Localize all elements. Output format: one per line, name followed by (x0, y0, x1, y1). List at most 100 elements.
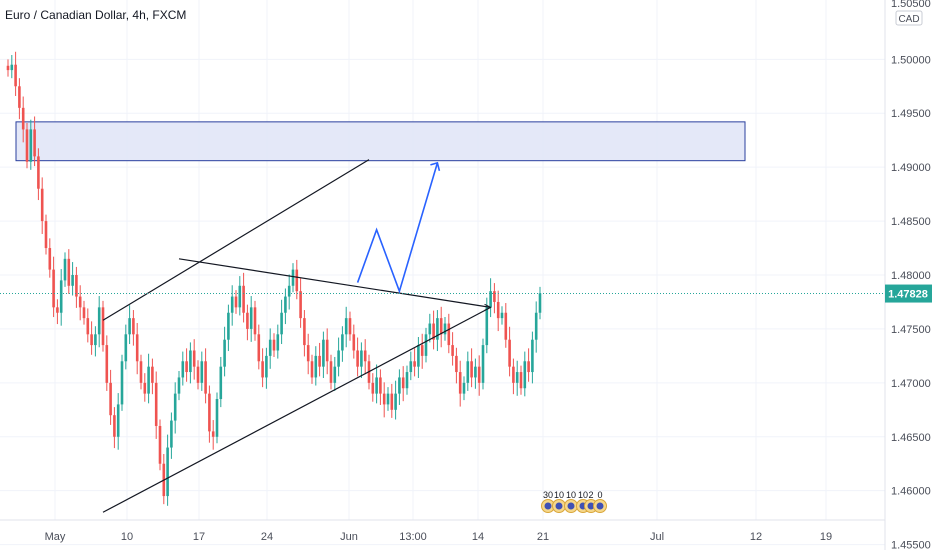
event-flag-dot (596, 502, 604, 510)
candle-body (128, 318, 131, 335)
candle-body (48, 248, 52, 270)
candle-body (189, 350, 192, 373)
event-count-label: 0 (597, 490, 602, 500)
price-tick-label: 1.45500 (891, 540, 931, 550)
candle-body (314, 355, 318, 378)
candle-body (284, 296, 287, 313)
candle-body (185, 361, 188, 373)
candle-body (504, 312, 508, 340)
candle-body (113, 415, 116, 437)
candle-body (257, 334, 261, 362)
candle-body (287, 285, 291, 297)
event-flag-dot (544, 502, 552, 510)
candle-body (295, 269, 299, 292)
candle-body (451, 345, 454, 356)
candle-body (44, 221, 48, 249)
event-marker[interactable]: 10 (552, 490, 566, 513)
price-tick-label: 1.49000 (891, 162, 931, 174)
candle-body (177, 377, 181, 394)
candle-body (481, 345, 485, 383)
candle-body (40, 188, 44, 222)
candle-body (375, 377, 378, 394)
event-count-label: 2 (588, 490, 593, 500)
last-price-tag (885, 284, 932, 303)
rising-support-line (102, 306, 491, 513)
candle-body (211, 431, 215, 437)
candle-body (470, 361, 473, 378)
event-flag-dot (567, 502, 575, 510)
candle-body (515, 372, 519, 383)
candle-body (249, 307, 253, 329)
candle-body (215, 399, 219, 437)
event-marker[interactable]: 30 (541, 490, 555, 513)
resistance-zone[interactable] (15, 121, 746, 162)
candle-body (489, 291, 492, 308)
candle-body (333, 366, 337, 383)
resistance-zone-rect (15, 121, 746, 162)
apex-arrow-tip (484, 303, 492, 311)
event-marker[interactable]: 10 (564, 490, 578, 513)
candle-body (455, 355, 458, 373)
candle-body (325, 339, 329, 362)
candle-body (166, 447, 169, 497)
candle-body (268, 339, 272, 356)
candle-body (493, 291, 496, 302)
candle-body (139, 361, 143, 383)
candle-body (181, 361, 185, 378)
candle-body (337, 350, 340, 367)
candle-body (6, 65, 10, 71)
candle-body (439, 318, 443, 335)
price-tick-label: 1.47000 (891, 378, 931, 390)
candle-body (101, 307, 105, 346)
candle-body (230, 296, 234, 313)
candle-body (341, 334, 344, 351)
candle-body (508, 339, 511, 367)
projection-path (356, 162, 439, 294)
event-flag-dot (555, 502, 563, 510)
descending-resistance-line (178, 258, 491, 308)
price-tick-label: 1.46500 (891, 432, 931, 444)
candle-body (386, 393, 390, 405)
candle-body (105, 345, 109, 383)
candle-body (363, 350, 367, 362)
candle-body (443, 323, 447, 335)
candle-body (59, 280, 63, 313)
candle-body (52, 269, 55, 308)
economic-events[interactable]: 30 10 10 10 2 0 (541, 490, 607, 513)
price-tick-label: 1.48500 (891, 216, 931, 228)
event-marker[interactable]: 0 (593, 490, 607, 513)
event-count-label: 30 (543, 490, 553, 500)
candle-body (348, 318, 352, 335)
candle-body (29, 129, 33, 162)
candle-body (90, 334, 93, 346)
candle-body (477, 366, 481, 383)
candle-body (25, 129, 29, 162)
candle-body (242, 285, 245, 313)
time-tick-label: 19 (820, 531, 832, 543)
candle-body (352, 334, 356, 351)
candle-body (63, 258, 67, 281)
candle-body (78, 296, 82, 308)
candle-body (447, 323, 451, 346)
price-tick-label: 1.48000 (891, 270, 931, 282)
candle-body (116, 404, 120, 437)
event-count-label: 10 (578, 490, 588, 500)
candle-body (329, 361, 333, 383)
symbol-title[interactable]: Euro / Canadian Dollar, 4h, FXCM (5, 8, 187, 22)
candle-body (196, 366, 200, 383)
candle-body (71, 275, 74, 286)
candle-series (6, 51, 542, 506)
candle-body (428, 323, 432, 335)
candle-body (394, 393, 397, 410)
event-count-label: 10 (566, 490, 576, 500)
candle-body (33, 129, 36, 157)
candle-body (94, 334, 97, 346)
candle-body (500, 312, 504, 319)
candle-body (417, 345, 420, 367)
candle-body (512, 366, 515, 383)
candle-body (132, 318, 135, 335)
candle-body (14, 64, 17, 87)
price-tick-label: 1.50500 (891, 0, 931, 10)
